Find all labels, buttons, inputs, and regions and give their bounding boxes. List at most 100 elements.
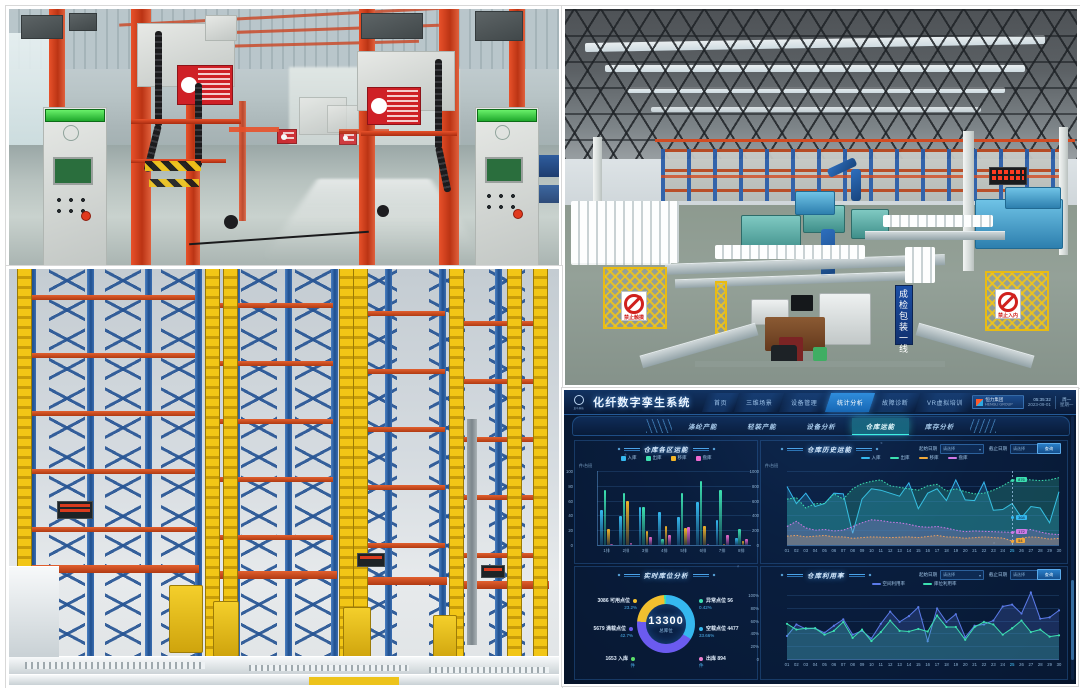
bar [619,516,623,545]
bar-chart-plot [597,471,751,546]
x-tick-label: 02 [794,548,799,553]
nav-label: VR虚拟培训 [927,400,964,407]
weekday-short: 周一 [1062,396,1072,402]
kpi-empty-locations: 空载点位 4477 33.66% [699,626,739,638]
subnav-item-packaging-capacity[interactable]: 轻装产能 [747,424,777,431]
kpi-inbound: 1653 入库 件 [605,656,635,668]
x-tick-label: 24 [1000,548,1006,553]
kpi-available-locations: 3086 可用点位 23.2% [597,598,637,610]
x-tick-label: 25 [1009,662,1015,667]
panel-warehouse-utilization: 仓库利用率 起始日期 请选择 ▾ 截止日期 请选择 ▾ [748,566,1068,680]
data-point-tooltip: 876 [1016,477,1027,483]
no-touch-sign: 禁止触摸 [621,291,647,321]
title-decoration [623,446,640,452]
x-tick-label: 10 [869,662,874,667]
x-tick-label: 09 [859,548,865,553]
x-tick-label: 23 [991,662,996,667]
hmi-screen [53,157,93,185]
grid-line [597,530,751,532]
vertical-scrollbar[interactable] [1071,416,1074,680]
panel-warehouse-zone-capacity: 仓库各区运能 入库 出库 移库 盘库 件/台班 0 20 40 60 80 100 1排 2… [566,440,758,564]
donut-center-label: 总库位 [659,627,673,633]
query-button[interactable]: 查询 [1037,443,1061,454]
bar [745,539,748,545]
usage-chart-legend: 空间利用率 库位利用率 [851,581,977,587]
x-tick-label: 08 [850,548,855,553]
x-tick-label: 15 [915,662,921,667]
x-tick-label: 13 [897,662,902,667]
location-donut-chart: 13300 总库位 [637,595,695,653]
x-tick-label: 11 [878,548,883,553]
nav-item-equipment[interactable]: 设备管理 [779,392,830,412]
nav-label: 首页 [713,400,727,407]
legend-item: 入库 [860,455,881,461]
bar [677,516,680,545]
usage-query-button[interactable]: 查询 [1037,569,1061,580]
legend-item: 出库 [645,455,662,461]
x-tick-label: 07 [840,548,846,553]
weekday-full: 星期一 [1059,402,1074,407]
y-tick-label: 0 [756,657,759,662]
kpi-abnormal-locations: 异常点位 56 0.42% [699,598,733,610]
y-tick-label: 60% [750,618,759,624]
y-tick-label: 40 [568,513,573,519]
grid-line [787,646,1059,648]
y-tick-label: 600 [752,498,759,504]
bar [741,541,745,545]
x-tick-label: 29 [1047,548,1052,553]
subnav-item-equipment-analysis[interactable]: 设备分析 [806,424,836,431]
bar [600,510,603,545]
factory-hall-overview-photo: 成检包装一线 禁止触摸 禁止入内 [562,6,1080,388]
start-date-label: 起始日期 [919,572,937,577]
x-tick-label: 02 [794,662,799,667]
x-tick-label: 14 [906,662,912,667]
legend-item: 移库 [918,455,939,461]
bar [664,525,668,545]
factory-gantry-line-photo [6,6,562,268]
subnav-item-warehouse-capacity[interactable]: 仓库运能 [851,417,909,435]
usage-start-date-select[interactable]: 请选择 ▾ [940,570,984,580]
bar [661,539,664,545]
brand-name: 恒力集团 [985,397,1004,402]
x-tick-label: 17 [934,662,940,667]
x-tick-label: 22 [981,548,987,553]
legend-item: 盘库 [947,455,968,461]
app-title: 化纤数字孪生系统 [593,397,691,409]
subnav-item-inventory-analysis[interactable]: 库存分析 [924,424,954,431]
grid-line [787,485,1059,487]
nav-item-3d-scene[interactable]: 三维场景 [733,392,785,412]
nav-item-diagnosis[interactable]: 故障诊断 [869,392,921,412]
x-tick-label: 05 [822,548,827,553]
data-point-tooltip: 368 [1016,514,1027,520]
x-tick-label: 20 [962,662,968,667]
scrollbar-thumb[interactable] [1071,580,1074,660]
panel-title: 仓库利用率 [807,573,845,580]
nav-item-home[interactable]: 首页 [701,392,739,412]
logo-text: 龙马科技 [573,406,585,410]
usage-chart-plot [785,591,1061,660]
legend-item: 入库 [620,455,637,461]
nav-item-statistics[interactable]: 统计分析 [824,392,876,412]
bar [719,490,722,545]
x-tick-label: 03 [803,548,809,553]
y-tick-label: 200 [752,528,759,534]
bar [648,536,652,545]
x-tick-label: 13 [897,548,902,553]
hmi-screen [485,157,523,183]
bar [696,502,700,545]
grid-line [787,471,1059,472]
kpi-outbound: 出库 894 件 [699,656,726,668]
start-date-select[interactable]: 请选择 ▾ [940,444,984,454]
rack-location-label [357,553,385,567]
bar [626,500,629,545]
x-tick-label: 2排 [622,548,630,553]
nav-item-vr-training[interactable]: VR虚拟培训 [915,392,976,412]
x-tick-label: 6排 [699,548,707,553]
led-display-board [989,167,1027,185]
data-point-marker [1010,478,1014,482]
subnav-item-polyester-capacity[interactable]: 涤纶产能 [687,424,718,431]
x-tick-label: 17 [934,548,940,553]
clock-time: 05:35:32 [1033,396,1051,402]
x-tick-label: 01 [784,662,790,667]
chevron-down-icon: ▾ [978,446,981,452]
